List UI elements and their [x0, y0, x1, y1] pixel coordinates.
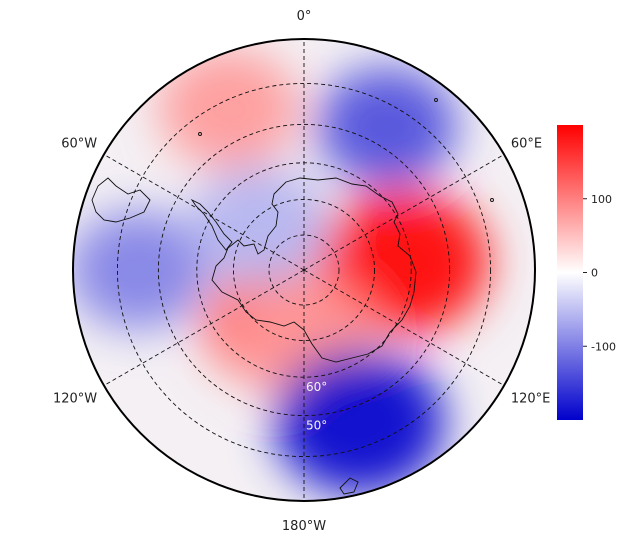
meridian-label: 120°E [511, 392, 551, 407]
south-america-coastline [91, 177, 151, 223]
colorbar-tick-label: 100 [591, 193, 612, 206]
meridian-label: 180°W [282, 519, 326, 534]
antarctica-coastline [211, 177, 417, 363]
graticule [103, 39, 505, 501]
latitude-labels: 60° 50° [306, 380, 327, 432]
meridian-label: 60°E [511, 137, 542, 152]
antarctic-peninsula-coastline [190, 198, 233, 251]
meridian-line [303, 154, 505, 271]
meridian-line [103, 154, 305, 271]
latitude-circle [157, 123, 451, 417]
meridian-label: 0° [297, 9, 312, 24]
latitude-label: 60° [306, 380, 327, 394]
colorbar-tick-label: 0 [591, 267, 598, 280]
island-marker [434, 98, 438, 102]
colorbar-ticks: 100 0 -100 [583, 193, 616, 353]
anomaly-center-indian-low [316, 66, 457, 186]
colorbar-gradient [557, 125, 583, 420]
anomaly-center-atlantic-high [158, 49, 299, 169]
latitude-circle [116, 82, 492, 458]
island-marker [490, 198, 494, 202]
island-marker [198, 132, 202, 136]
map-border [72, 38, 536, 502]
meridian-line [303, 269, 505, 386]
anomaly-center-southeast-pacific-low [73, 210, 209, 330]
meridian-labels: 0° 60°E 120°E 180°W 120°W 60°W [53, 9, 550, 534]
new-zealand-coastline [339, 477, 359, 495]
meridian-label: 120°W [53, 392, 97, 407]
coastlines [91, 98, 494, 495]
colorbar-tick-label: -100 [591, 340, 616, 353]
anomaly-center-weddell-low [189, 165, 330, 285]
latitude-label: 50° [306, 419, 327, 433]
map-disc [72, 38, 536, 502]
anomaly-center-pacific-low [274, 349, 445, 495]
colorbar: 100 0 -100 [557, 125, 616, 420]
meridian-label: 60°W [61, 137, 97, 152]
anomaly-center-east-antarctic-high [318, 189, 489, 334]
meridian-line [103, 269, 305, 386]
